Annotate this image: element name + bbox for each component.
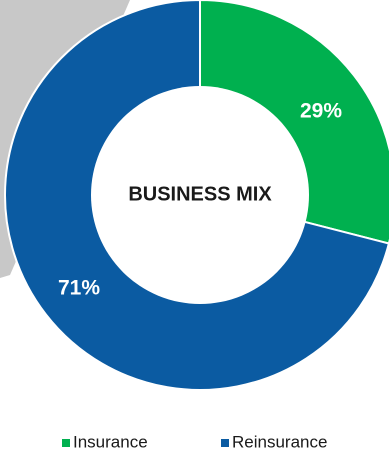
- chart-center-title: BUSINESS MIX: [128, 183, 272, 205]
- legend-label-insurance: Insurance: [73, 432, 148, 451]
- slice-label-reinsurance: 71%: [58, 277, 100, 300]
- legend: Insurance Reinsurance: [62, 432, 327, 451]
- legend-swatch-insurance: [62, 439, 70, 447]
- legend-swatch-reinsurance: [221, 439, 229, 447]
- donut-hole: [91, 86, 309, 304]
- slice-label-insurance: 29%: [300, 100, 342, 123]
- legend-label-reinsurance: Reinsurance: [232, 432, 327, 451]
